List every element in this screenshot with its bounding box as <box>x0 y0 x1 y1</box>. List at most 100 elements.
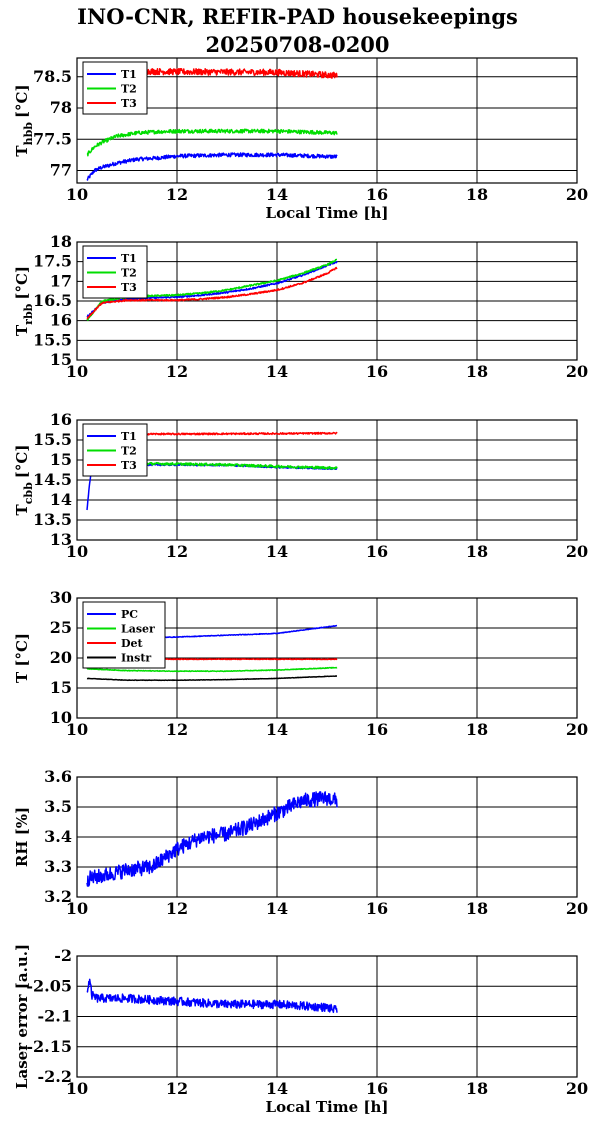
y-tick-label: 16 <box>50 311 72 330</box>
x-axis-label: Local Time [h] <box>266 204 389 222</box>
y-tick-label: 14.5 <box>33 470 72 489</box>
plot-frame <box>76 419 578 541</box>
chart-title: INO-CNR, REFIR-PAD housekeepings <box>77 4 518 29</box>
plot-frame <box>76 776 578 898</box>
x-tick-label: 18 <box>466 362 488 381</box>
y-axis-label-subscript: rbb <box>22 303 35 324</box>
plot-frame <box>76 241 578 361</box>
y-axis-label-unit: [°C] <box>13 84 31 118</box>
x-tick-label: 16 <box>366 185 388 204</box>
legend-label: T1 <box>121 430 137 443</box>
y-tick-label: 20 <box>50 648 72 667</box>
x-tick-label: 14 <box>266 1079 288 1098</box>
y-tick-label: 3.2 <box>44 887 72 906</box>
series-line-t1 <box>86 152 338 181</box>
y-axis-label-subscript: hbb <box>22 122 35 146</box>
x-tick-label: 10 <box>66 720 88 739</box>
y-axis-label-main: T <box>13 324 31 336</box>
series-line-data <box>86 791 338 887</box>
y-axis-label-main: T [°C] <box>13 633 31 683</box>
legend-label: Laser <box>121 623 155 636</box>
chart-panel-3: 10 12 14 16 18 201313.51414.51515.516Tcbb[°C]… <box>13 410 588 561</box>
x-tick-label: 20 <box>566 542 588 561</box>
y-axis-label-main: RH [%] <box>13 807 31 867</box>
legend-label: T2 <box>121 83 137 96</box>
y-tick-label: 15 <box>50 450 72 469</box>
y-tick-label: -2.1 <box>38 1007 72 1026</box>
x-tick-label: 12 <box>166 185 188 204</box>
chart-panel-2: 10 12 14 16 18 201515.51616.51717.518Trbb[°C]… <box>13 232 588 381</box>
y-tick-label: 3.4 <box>44 827 72 846</box>
y-tick-label: 17.5 <box>33 252 72 271</box>
series-line-data <box>86 978 338 1014</box>
x-tick-label: 12 <box>166 899 188 918</box>
y-tick-label: 78.5 <box>33 67 72 86</box>
x-tick-label: 12 <box>166 362 188 381</box>
x-tick-label: 14 <box>266 720 288 739</box>
y-axis-label-subscript: cbb <box>22 482 35 504</box>
y-axis-label-unit: [°C] <box>13 266 31 300</box>
y-tick-label: 16.5 <box>33 291 72 310</box>
legend-label: T1 <box>121 68 137 81</box>
x-tick-label: 12 <box>166 720 188 739</box>
x-tick-label: 20 <box>566 185 588 204</box>
y-tick-label: 13 <box>50 530 72 549</box>
y-tick-label: 18 <box>50 232 72 251</box>
x-tick-label: 10 <box>66 362 88 381</box>
y-tick-label: -2.05 <box>26 976 72 995</box>
legend-label: Det <box>121 637 144 650</box>
y-tick-label: 14 <box>50 490 72 509</box>
x-tick-label: 10 <box>66 1079 88 1098</box>
x-axis-label: Local Time [h] <box>266 1098 389 1116</box>
chart-panel-5: 10 12 14 16 18 20 3.2 3.3 3.4 3.5 3.6 RH [%] <box>13 767 588 918</box>
chart-panel-6: 10 12 14 16 18 20 -2.2 -2.15 -2.1 -2.05 -2 Laser er… <box>13 944 588 1116</box>
y-tick-label: 15 <box>50 678 72 697</box>
series-line-laser <box>86 666 338 673</box>
x-tick-label: 10 <box>66 542 88 561</box>
legend-label: Instr <box>121 652 151 665</box>
x-tick-label: 20 <box>566 362 588 381</box>
y-axis-label-unit: [°C] <box>13 445 31 479</box>
y-tick-label: 15.5 <box>33 430 72 449</box>
y-tick-label: 3.6 <box>44 767 72 786</box>
x-tick-label: 14 <box>266 899 288 918</box>
y-tick-label: 13.5 <box>33 510 72 529</box>
x-tick-label: 14 <box>266 542 288 561</box>
y-tick-label: 3.5 <box>44 797 72 816</box>
chart-subtitle: 20250708-0200 <box>205 32 390 57</box>
y-tick-label: -2.2 <box>38 1067 72 1086</box>
series-line-instr <box>86 675 338 682</box>
x-tick-label: 10 <box>66 899 88 918</box>
legend-label: T1 <box>121 252 137 265</box>
y-tick-label: 15.5 <box>33 330 72 349</box>
x-tick-label: 14 <box>266 185 288 204</box>
y-tick-label: 15 <box>50 350 72 369</box>
legend-label: T2 <box>121 267 137 280</box>
y-axis-label-main: T <box>13 145 31 157</box>
y-tick-label: -2.15 <box>26 1037 72 1056</box>
legend-label: PC <box>121 608 138 621</box>
x-tick-label: 18 <box>466 1079 488 1098</box>
legend-label: T3 <box>121 97 137 110</box>
y-axis-label: Tcbb [°C] <box>13 445 35 516</box>
x-tick-label: 18 <box>466 542 488 561</box>
x-tick-label: 18 <box>466 899 488 918</box>
x-tick-label: 16 <box>366 899 388 918</box>
x-tick-label: 14 <box>266 362 288 381</box>
x-tick-label: 16 <box>366 362 388 381</box>
y-axis-label: T [°C] <box>13 633 31 683</box>
x-tick-label: 18 <box>466 185 488 204</box>
y-axis-label: RH [%] <box>13 807 31 867</box>
y-axis-label: Laser error [a.u.] <box>13 944 31 1089</box>
x-tick-label: 20 <box>566 720 588 739</box>
y-tick-label: 78 <box>50 98 72 117</box>
series-line-t3 <box>86 266 338 320</box>
y-tick-label: 17 <box>50 271 72 290</box>
plot-frame <box>76 955 578 1078</box>
